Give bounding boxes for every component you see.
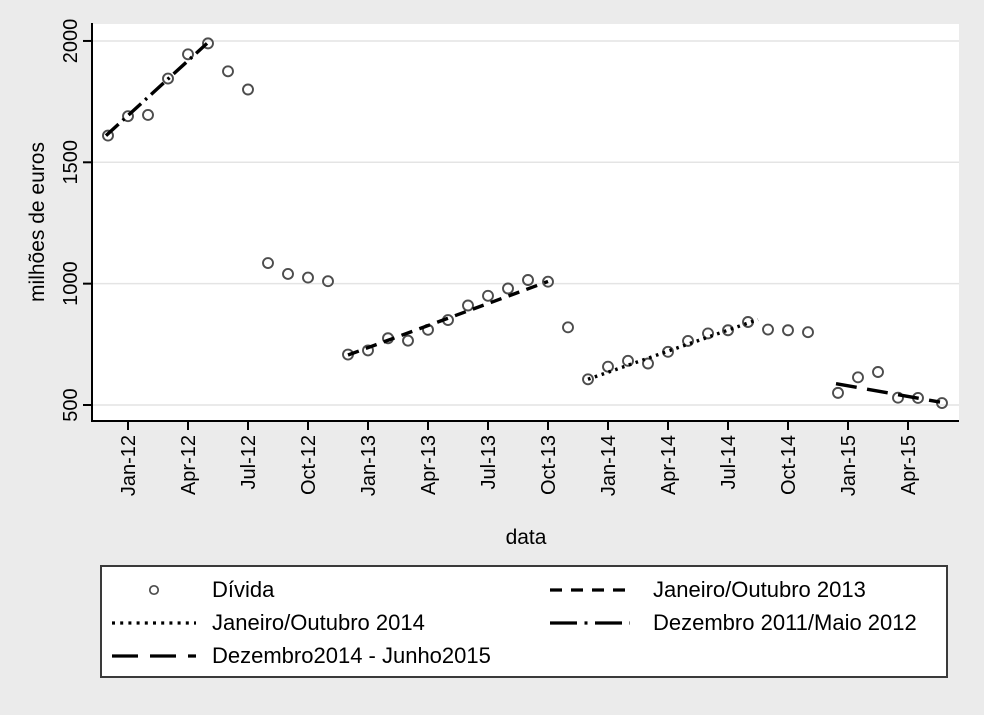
legend-label-dez2014-jun2015: Dezembro2014 - Junho2015 xyxy=(212,642,491,668)
scatter-point-Oct-13 xyxy=(542,275,554,288)
scatter-point-Jul-14 xyxy=(722,324,734,337)
x-tick-label-Apr-12: Apr-12 xyxy=(178,435,200,495)
legend-swatch-dez2011-maio2012 xyxy=(550,616,653,630)
x-tick-label-Jan-12: Jan-12 xyxy=(118,435,140,496)
x-tick-label-Jul-12: Jul-12 xyxy=(238,435,260,489)
scatter-point-Mar-12 xyxy=(162,72,174,85)
dashdot-line-icon xyxy=(550,620,630,625)
open-circle-marker-icon xyxy=(148,584,160,595)
legend-swatch-jan-out-2014 xyxy=(102,616,212,630)
scatter-point-Jul-13 xyxy=(482,289,494,302)
longdash-line-icon xyxy=(112,653,196,658)
x-tick-label-Jan-14: Jan-14 xyxy=(598,435,620,496)
x-tick-label-Jul-13: Jul-13 xyxy=(478,435,500,489)
scatter-point-Jan-12 xyxy=(122,110,134,123)
fit-line-dotted xyxy=(587,317,759,381)
x-tick-label-Apr-14: Apr-14 xyxy=(658,435,680,495)
scatter-point-Jul-12 xyxy=(242,83,254,96)
scatter-point-Dec-13 xyxy=(582,373,594,386)
scatter-point-Feb-12 xyxy=(142,109,154,121)
x-tick-label-Oct-12: Oct-12 xyxy=(298,435,320,495)
scatter-point-Feb-14 xyxy=(622,354,634,367)
scatter-point-Jun-13 xyxy=(462,299,474,312)
scatter-point-Jan-15 xyxy=(852,371,864,384)
scatter-point-Jun-14 xyxy=(702,327,714,340)
scatter-point-May-14 xyxy=(682,334,694,347)
legend-label-jan-out-2013: Janeiro/Outubro 2013 xyxy=(653,576,866,602)
scatter-point-Nov-13 xyxy=(562,321,574,334)
scatter-point-Oct-14 xyxy=(782,324,794,337)
x-tick-label-Apr-13: Apr-13 xyxy=(418,435,440,495)
legend-row: Dezembro2014 - Junho2015 xyxy=(102,639,946,672)
x-tick-label-Apr-15: Apr-15 xyxy=(898,435,920,495)
plot-background xyxy=(92,24,959,421)
scatter-point-Aug-12 xyxy=(262,257,274,269)
x-tick-label-Jul-14: Jul-14 xyxy=(718,435,740,489)
scatter-point-May-12 xyxy=(202,37,214,50)
scatter-point-Dec-14 xyxy=(832,386,844,399)
scatter-point-Apr-12 xyxy=(182,48,194,61)
y-tick-label-1000: 1000 xyxy=(60,261,82,306)
legend-row: Janeiro/Outubro 2014 Dezembro 2011/Maio … xyxy=(102,606,946,639)
scatter-point-Jun-12 xyxy=(222,65,234,78)
y-tick-label-1500: 1500 xyxy=(60,140,82,185)
x-tick-label-Oct-13: Oct-13 xyxy=(538,435,560,495)
legend-swatch-jan-out-2013 xyxy=(550,583,653,597)
scatter-point-Mar-13 xyxy=(402,334,414,347)
legend-label-jan-out-2014: Janeiro/Outubro 2014 xyxy=(212,609,425,635)
scatter-point-Feb-15 xyxy=(872,366,884,378)
scatter-point-Mar-15 xyxy=(892,391,904,404)
y-tick-label-500: 500 xyxy=(60,388,82,421)
legend: Dívida Janeiro/Outubro 2013 Janeiro/Outu… xyxy=(100,565,948,678)
legend-row: Dívida Janeiro/Outubro 2013 xyxy=(102,573,946,606)
fit-line-longdash xyxy=(835,381,941,404)
scatter-point-Aug-13 xyxy=(502,282,514,295)
scatter-point-Nov-14 xyxy=(802,326,814,339)
dotted-line-icon xyxy=(112,620,196,625)
scatter-point-Mar-14 xyxy=(642,357,654,370)
scatter-point-Dec-11 xyxy=(102,129,114,142)
x-tick-label-Jan-15: Jan-15 xyxy=(838,435,860,496)
fit-line-dashdot xyxy=(104,42,209,137)
x-tick-label-Jan-13: Jan-13 xyxy=(358,435,380,496)
legend-label-dez2011-maio2012: Dezembro 2011/Maio 2012 xyxy=(653,609,917,635)
y-tick-label-2000: 2000 xyxy=(60,19,82,64)
legend-swatch-dez2014-jun2015 xyxy=(102,649,212,663)
scatter-point-Nov-12 xyxy=(322,275,334,288)
scatter-point-Jan-13 xyxy=(362,344,374,357)
scatter-point-Sep-13 xyxy=(522,274,534,286)
y-axis-title: milhões de euros xyxy=(26,142,49,302)
plot-area: 500 1000 1500 2000 Jan-12 Apr-12 Jul-12 Oct-12 J… xyxy=(26,19,959,549)
scatter-point-Sep-12 xyxy=(282,267,294,280)
scatter-point-Oct-12 xyxy=(302,271,314,284)
legend-label-divida: Dívida xyxy=(212,576,275,602)
x-axis-title: data xyxy=(506,526,547,549)
dashed-line-icon xyxy=(550,587,625,592)
legend-swatch-divida xyxy=(102,583,212,597)
scatter-point-Sep-14 xyxy=(762,323,774,336)
scatter-point-Jan-14 xyxy=(602,360,614,373)
x-tick-label-Oct-14: Oct-14 xyxy=(778,435,800,495)
fit-line-dashed xyxy=(347,279,549,357)
